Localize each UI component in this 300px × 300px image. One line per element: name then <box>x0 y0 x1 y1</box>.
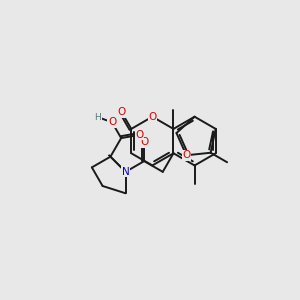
Text: O: O <box>182 150 190 160</box>
Text: O: O <box>148 112 157 122</box>
Text: O: O <box>140 137 148 147</box>
Text: O: O <box>108 117 116 127</box>
Text: N: N <box>122 167 130 177</box>
Text: O: O <box>117 107 126 117</box>
Text: O: O <box>135 130 143 140</box>
Polygon shape <box>109 155 126 172</box>
Text: H: H <box>94 112 101 122</box>
